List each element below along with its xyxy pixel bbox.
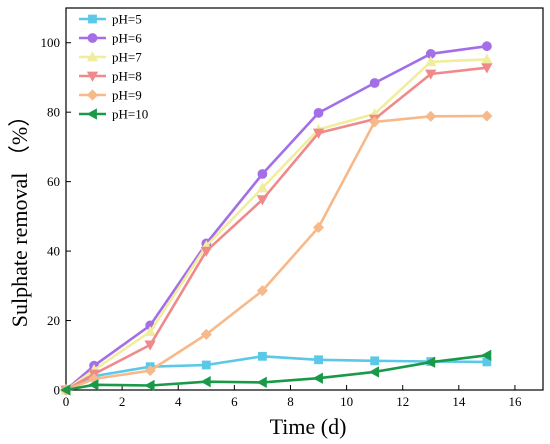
plot-area: 0 2 4 6 8 10 12 14 16 0 20 40 60 80 100 (41, 7, 544, 409)
data-point (201, 360, 211, 370)
data-point (313, 107, 324, 118)
data-point (144, 340, 156, 351)
data-point (256, 376, 267, 389)
legend: pH=5 pH=6 pH=7 pH=8 pH=9 pH=10 (79, 12, 148, 122)
y-tick-label: 40 (47, 244, 60, 259)
data-point (481, 349, 492, 361)
data-point (312, 221, 325, 234)
legend-label: pH=8 (112, 69, 142, 84)
data-point (369, 116, 381, 128)
y-tick-label: 60 (47, 174, 60, 189)
data-point (312, 372, 323, 384)
data-point (200, 375, 211, 388)
legend-item: pH=6 (79, 31, 142, 46)
series-ph-9 (60, 110, 493, 396)
data-point (256, 285, 268, 297)
data-point (60, 384, 71, 396)
data-point (425, 69, 437, 80)
legend-item: pH=10 (79, 107, 148, 122)
data-point (314, 355, 323, 365)
legend-marker (87, 33, 98, 43)
data-point (256, 195, 269, 206)
x-tick-label: 16 (508, 394, 522, 409)
data-point (424, 356, 436, 368)
series-layer (60, 41, 493, 396)
legend-item: pH=8 (79, 69, 142, 84)
legend-label: pH=9 (112, 88, 142, 103)
data-point (257, 169, 268, 179)
data-point (312, 128, 325, 139)
x-axis-title: Time (d) (270, 414, 347, 439)
x-tick-label: 0 (63, 394, 70, 409)
x-tick-label: 6 (231, 394, 238, 409)
plot-frame (65, 7, 544, 391)
data-point (370, 356, 380, 366)
legend-item: pH=9 (79, 88, 142, 103)
data-point (368, 366, 380, 378)
data-point (256, 182, 269, 193)
legend-marker (86, 71, 99, 82)
legend-marker (88, 14, 97, 24)
y-axis-title: Sulphate removal （%） (7, 105, 32, 327)
data-point (88, 379, 99, 391)
data-point (369, 78, 380, 88)
data-point (144, 364, 156, 377)
data-point (481, 110, 493, 122)
data-point (258, 351, 267, 361)
y-tick-label: 0 (54, 383, 61, 398)
data-point (144, 325, 156, 337)
x-tick-label: 10 (340, 394, 353, 409)
x-tick-label: 4 (175, 394, 182, 409)
data-point (425, 110, 437, 122)
data-point (425, 56, 437, 67)
legend-label: pH=5 (112, 12, 142, 27)
x-tick-label: 14 (452, 394, 466, 409)
legend-label: pH=10 (112, 107, 148, 122)
legend-label: pH=6 (112, 31, 142, 46)
legend-marker (86, 51, 99, 62)
x-tick-label: 2 (119, 394, 126, 409)
data-point (481, 41, 492, 52)
series-ph-10 (60, 349, 492, 396)
data-point (200, 246, 212, 257)
legend-item: pH=7 (79, 50, 142, 65)
legend-marker (86, 108, 97, 120)
x-tick-label: 8 (287, 394, 294, 409)
data-point (200, 328, 212, 341)
y-tick-label: 100 (41, 35, 61, 50)
y-tick-label: 20 (47, 313, 60, 328)
legend-marker (86, 89, 99, 101)
data-point (481, 63, 493, 74)
legend-item: pH=5 (79, 12, 142, 27)
data-point (144, 379, 155, 392)
x-tick-label: 12 (396, 394, 409, 409)
legend-label: pH=7 (112, 50, 142, 65)
y-tick-label: 80 (47, 105, 60, 120)
